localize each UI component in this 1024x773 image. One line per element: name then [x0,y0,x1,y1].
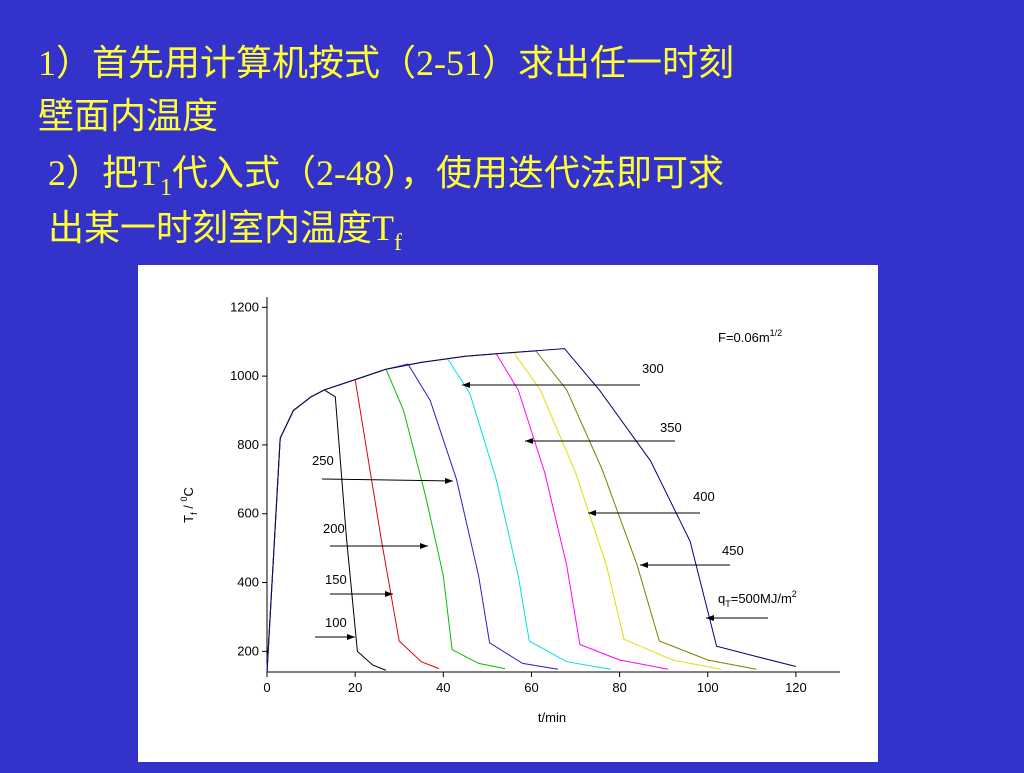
y-tick-label: 400 [237,575,259,590]
annotation: 150 [325,572,347,587]
text: 100 [325,615,347,630]
subscript: f [394,230,402,256]
text: F=0.06m [718,330,770,345]
superscript: 2 [792,589,797,599]
subscript: T [725,599,731,609]
text: 2）把T [48,153,160,193]
annotation: 350 [660,420,682,435]
superscript: 0 [179,497,189,502]
x-tick-label: 80 [612,680,626,695]
chart-panel [138,265,878,762]
x-tick-label: 40 [436,680,450,695]
arrow [321,477,454,484]
text: T [181,515,196,523]
subscript: f [189,512,199,515]
y-tick-label: 600 [237,506,259,521]
y-tick-label: 200 [237,643,259,658]
annotation: qT=500MJ/m2 [718,589,797,609]
text: 代入式（2-48），使用迭代法即可求 [172,153,724,193]
line: 壁面内温度 [38,96,218,136]
x-tick-label: 0 [263,680,270,695]
subscript: 1 [160,175,172,201]
text: =500MJ/m [731,591,792,606]
y-tick-label: 1000 [230,368,259,383]
y-tick-label: 1200 [230,299,259,314]
annotation: 100 [325,615,347,630]
x-tick-label: 120 [785,680,807,695]
annotation: 400 [693,489,715,504]
x-tick-label: 20 [348,680,362,695]
series-line [266,348,797,673]
superscript: 1/2 [770,328,783,338]
text: C [181,487,196,496]
annotation: 300 [642,361,664,376]
text: 450 [722,543,744,558]
annotation: 450 [722,543,744,558]
text: 400 [693,489,715,504]
text: 350 [660,420,682,435]
line: 1）首先用计算机按式（2-51）求出任一时刻 [38,43,734,83]
x-tick-label: 100 [697,680,719,695]
x-tick-label: 60 [524,680,538,695]
annotation: 200 [323,521,345,536]
y-tick-label: 800 [237,437,259,452]
text: 出某一时刻室内温度T [48,208,394,248]
text: 300 [642,361,664,376]
text: 200 [323,521,345,536]
note: F=0.06m1/2 [718,328,782,345]
annotation: 250 [312,453,334,468]
text: / [181,502,196,513]
line: 2）把T1代入式（2-48），使用迭代法即可求 [48,153,724,201]
chart: t/min Tf / 0C F=0.06m1/2 200400600800100… [138,265,878,762]
line: 出某一时刻室内温度Tf [48,208,402,256]
y-axis-label: Tf / 0C [179,487,199,523]
text: 250 [312,453,334,468]
text: 150 [325,572,347,587]
text: q [718,591,725,606]
x-axis-label: t/min [538,710,566,725]
